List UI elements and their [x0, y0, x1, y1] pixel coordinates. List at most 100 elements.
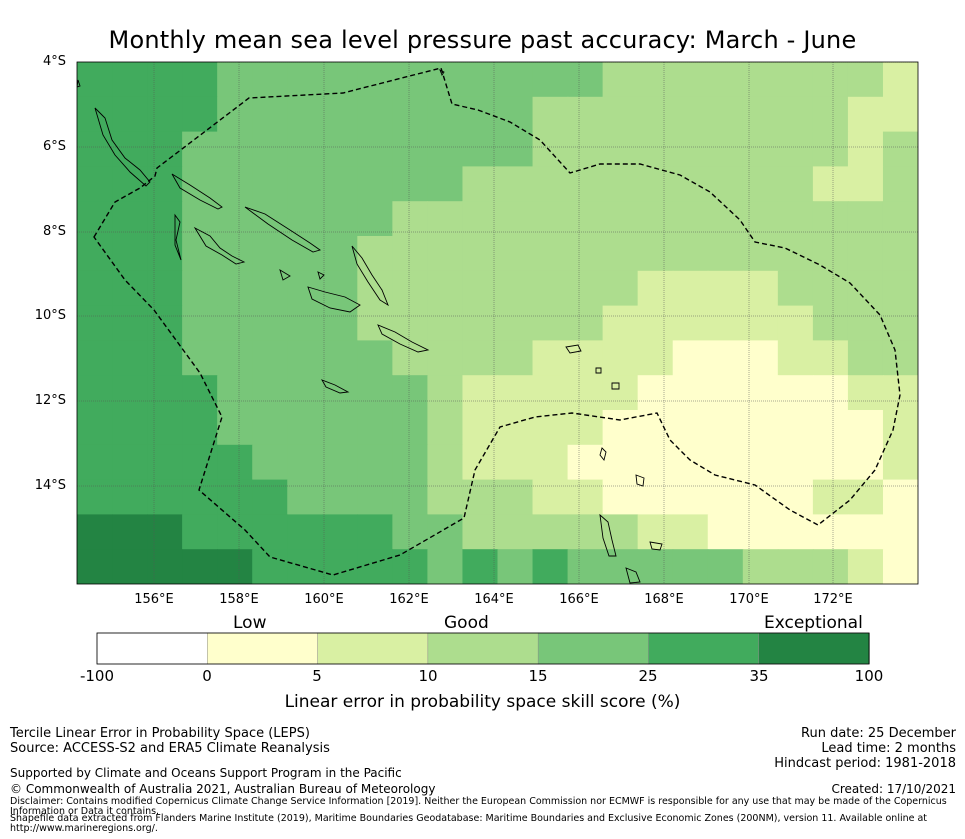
supported-text: Supported by Climate and Oceans Support … [10, 766, 402, 780]
skill-cell [322, 305, 358, 341]
skill-cell [497, 444, 534, 481]
skill-cell [252, 549, 288, 584]
shapefile-line-1: Shapefile data extracted from Flanders M… [10, 813, 928, 824]
skill-cell [882, 96, 918, 133]
skill-cell [252, 479, 288, 515]
skill-cell [602, 375, 639, 411]
skill-cell [777, 96, 814, 133]
skill-cell [252, 96, 288, 133]
skill-cell [287, 236, 323, 272]
skill-cell [672, 62, 709, 98]
colorbar-segment [648, 632, 760, 665]
skill-cell [637, 479, 674, 515]
lat-label: 6°S [42, 139, 66, 154]
skill-cell [602, 444, 639, 481]
colorbar-segment [96, 632, 209, 665]
skill-cell [742, 166, 779, 202]
islands [77, 69, 663, 584]
skill-cell [637, 201, 674, 237]
skill-cell [637, 444, 674, 481]
colorbar-segment [317, 632, 429, 665]
skill-cell [357, 375, 393, 411]
skill-cell [252, 444, 288, 481]
skill-cell [462, 305, 499, 341]
skill-cell [112, 410, 148, 446]
skill-cell [882, 549, 918, 584]
island-vanuatu-north [599, 513, 617, 557]
skill-cell [602, 340, 639, 376]
graticule [77, 62, 918, 584]
skill-cell [882, 236, 918, 272]
skill-cell [322, 236, 358, 272]
skill-cell [497, 305, 534, 341]
skill-cell [672, 549, 709, 584]
skill-cell [392, 305, 429, 341]
skill-cell [217, 340, 253, 376]
skill-cell [602, 131, 639, 167]
skill-cell [882, 514, 918, 550]
lon-label: 164°E [474, 592, 514, 607]
skill-cell [812, 375, 849, 411]
skill-cell [777, 270, 814, 307]
skill-cell [147, 166, 183, 202]
category-exceptional: Exceptional [764, 613, 863, 633]
skill-cell [707, 549, 744, 584]
skill-cell [812, 479, 849, 515]
skill-cell [602, 96, 639, 133]
skill-cell [147, 62, 183, 98]
skill-cell [427, 444, 464, 481]
skill-cell [847, 236, 884, 272]
copyright-text: © Commonwealth of Australia 2021, Austra… [10, 782, 436, 796]
island-vanuatu-small [649, 541, 663, 551]
colorbar-segment [427, 632, 539, 665]
skill-cell [602, 201, 639, 237]
skill-cell [252, 340, 288, 376]
skill-cell [147, 549, 183, 584]
skill-cell [777, 479, 814, 515]
skill-cell [847, 96, 884, 133]
colorbar-tick: 15 [528, 667, 548, 685]
skill-cell [532, 514, 569, 550]
skill-cell [672, 514, 709, 550]
skill-cell [882, 375, 918, 411]
skill-cell [77, 514, 113, 550]
skill-cell [567, 410, 604, 446]
skill-cell [637, 96, 674, 133]
disclaimer-line-2: Information or Data it contains. [10, 806, 160, 817]
skill-cell [637, 549, 674, 584]
skill-cell [217, 375, 253, 411]
skill-cell [637, 131, 674, 167]
skill-cell [847, 62, 884, 98]
island-malaita [351, 245, 389, 307]
skill-cell [707, 479, 744, 515]
island-new-georgia [193, 226, 246, 265]
method-text: Tercile Linear Error in Probability Spac… [10, 726, 310, 741]
skill-cell [147, 96, 183, 133]
colorbar-tick: 0 [202, 667, 212, 685]
skill-cell [882, 62, 918, 98]
lead-time: Lead time: 2 months [821, 741, 956, 756]
skill-cell [882, 444, 918, 481]
skill-cell [672, 236, 709, 272]
skill-cell [602, 166, 639, 202]
skill-cell [77, 549, 113, 584]
skill-cell [217, 62, 253, 98]
skill-cell [392, 62, 429, 98]
island-guadalcanal [307, 286, 361, 313]
skill-cell [427, 549, 464, 584]
skill-cell [742, 236, 779, 272]
skill-cell [217, 131, 253, 167]
skill-cell [707, 131, 744, 167]
skill-cell [217, 410, 253, 446]
skill-cell [462, 236, 499, 272]
skill-cell [462, 166, 499, 202]
skill-cell [532, 305, 569, 341]
skill-cell [287, 444, 323, 481]
skill-cell [707, 96, 744, 133]
skill-cell [427, 410, 464, 446]
skill-cell [742, 410, 779, 446]
skill-cell [287, 410, 323, 446]
skill-cell [602, 270, 639, 307]
island-tikopia [611, 382, 620, 390]
